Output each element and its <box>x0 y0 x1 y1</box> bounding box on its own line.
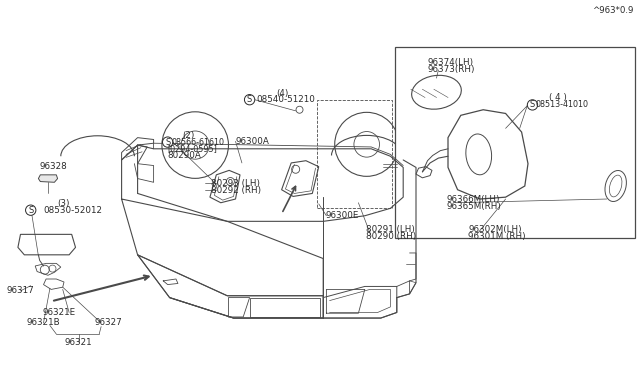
Text: S: S <box>247 95 252 104</box>
Text: ^963*0.9: ^963*0.9 <box>592 6 634 15</box>
Text: 96373(RH): 96373(RH) <box>428 65 475 74</box>
Polygon shape <box>38 175 58 182</box>
Text: 96301M (RH): 96301M (RH) <box>468 232 526 241</box>
Text: S: S <box>165 138 170 147</box>
Text: 80290 (RH): 80290 (RH) <box>366 232 417 241</box>
Text: 96365M(RH): 96365M(RH) <box>447 202 502 211</box>
Text: 96327: 96327 <box>95 318 122 327</box>
Text: [0294-0595]: [0294-0595] <box>168 144 218 153</box>
Bar <box>395 46 635 238</box>
Text: (2): (2) <box>182 131 195 140</box>
Bar <box>317 100 392 208</box>
Text: 96366M(LH): 96366M(LH) <box>447 195 500 204</box>
Text: 80290A: 80290A <box>168 151 202 160</box>
Text: 08530-52012: 08530-52012 <box>44 206 102 215</box>
Text: S: S <box>530 100 535 109</box>
Text: ( 4 ): ( 4 ) <box>549 93 567 102</box>
Text: 96302M(LH): 96302M(LH) <box>468 225 522 234</box>
Text: 96300A: 96300A <box>236 137 269 146</box>
Text: 96328: 96328 <box>40 162 67 171</box>
Text: 80293 (LH): 80293 (LH) <box>211 179 260 188</box>
Text: 96374(LH): 96374(LH) <box>428 58 474 67</box>
Text: 96317: 96317 <box>6 286 34 295</box>
Text: (3): (3) <box>58 199 70 208</box>
Text: 80291 (LH): 80291 (LH) <box>366 225 415 234</box>
Text: 08566-61610: 08566-61610 <box>172 138 225 147</box>
Text: 96321E: 96321E <box>43 308 76 317</box>
Text: 96321: 96321 <box>65 338 93 347</box>
Text: (4): (4) <box>276 89 289 97</box>
Text: 96321B: 96321B <box>27 318 61 327</box>
Text: 08540-51210: 08540-51210 <box>256 95 315 104</box>
Text: S: S <box>28 206 33 215</box>
Text: 96300E: 96300E <box>325 211 358 220</box>
Text: 08513-41010: 08513-41010 <box>535 100 588 109</box>
Text: 80292 (RH): 80292 (RH) <box>211 186 261 195</box>
